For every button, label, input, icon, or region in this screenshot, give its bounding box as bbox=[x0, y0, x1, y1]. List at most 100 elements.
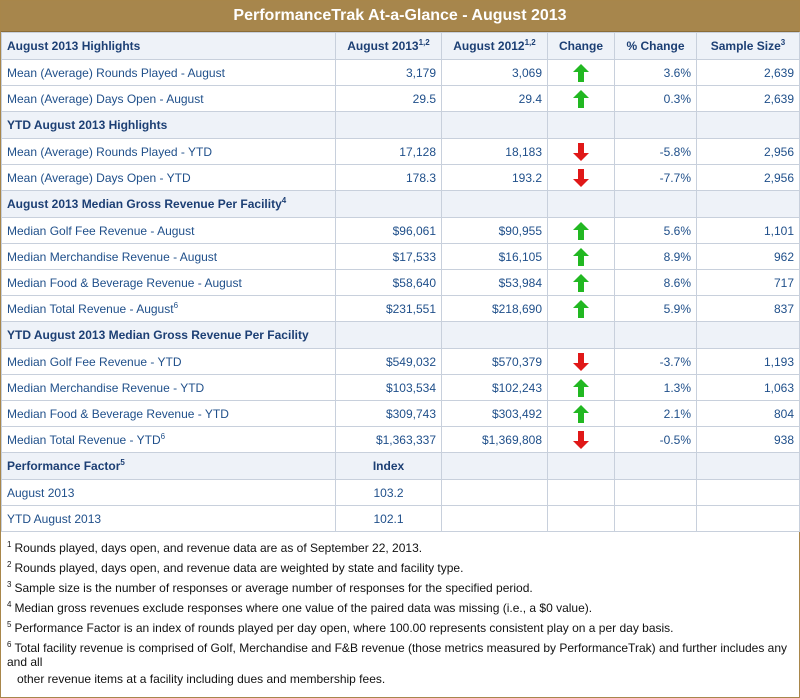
footnote: 6 Total facility revenue is comprised of … bbox=[7, 638, 799, 669]
value-aug2013: $96,061 bbox=[335, 217, 442, 244]
col-header-index: Index bbox=[335, 452, 442, 480]
footnote-number: 1 bbox=[7, 540, 12, 549]
arrow-up-icon bbox=[573, 63, 589, 82]
metric-label: Mean (Average) Rounds Played - August bbox=[1, 59, 336, 86]
value-aug2013: $309,743 bbox=[335, 400, 442, 427]
value-aug2012: $570,379 bbox=[441, 348, 548, 375]
empty-cell bbox=[614, 111, 697, 139]
value-aug2012: $53,984 bbox=[441, 269, 548, 296]
metric-label: August 2013 bbox=[1, 479, 336, 506]
table-row: Mean (Average) Days Open - YTD 178.3 193.2… bbox=[1, 164, 800, 191]
value-aug2013: $549,032 bbox=[335, 348, 442, 375]
empty-cell bbox=[696, 321, 800, 349]
section-header-row: YTD August 2013 Median Gross Revenue Per… bbox=[1, 321, 800, 349]
footnote: 3 Sample size is the number of responses … bbox=[7, 578, 799, 595]
footnote: 1 Rounds played, days open, and revenue d… bbox=[7, 538, 799, 555]
sample-size: 2,956 bbox=[696, 138, 800, 165]
col-header-aug2012: August 20121,2 bbox=[441, 32, 548, 60]
sample-size: 717 bbox=[696, 269, 800, 296]
section-title: Performance Factor5 bbox=[1, 452, 336, 480]
metric-label: Mean (Average) Days Open - YTD bbox=[1, 164, 336, 191]
change-indicator bbox=[547, 400, 615, 427]
empty-cell bbox=[614, 190, 697, 218]
footnote-text: Rounds played, days open, and revenue da… bbox=[14, 541, 423, 555]
index-value: 102.1 bbox=[335, 505, 442, 532]
footnote-continuation: other revenue items at a facility includ… bbox=[17, 672, 386, 686]
arrow-up-icon bbox=[573, 89, 589, 108]
table-row: Median Total Revenue - YTD6 $1,363,337 $1,… bbox=[1, 426, 800, 453]
table-row: Median Golf Fee Revenue - August $96,061 $… bbox=[1, 217, 800, 244]
value-aug2012: 29.4 bbox=[441, 85, 548, 112]
empty-cell bbox=[696, 111, 800, 139]
empty-cell bbox=[614, 452, 697, 480]
value-aug2012: $102,243 bbox=[441, 374, 548, 401]
change-indicator bbox=[547, 374, 615, 401]
footnote-text: Sample size is the number of responses o… bbox=[14, 581, 533, 595]
section-header-row: August 2013 Highlights August 20131,2 Augu… bbox=[1, 32, 800, 60]
change-indicator bbox=[547, 243, 615, 270]
empty-cell bbox=[696, 452, 800, 480]
change-indicator bbox=[547, 85, 615, 112]
pct-change: 5.9% bbox=[614, 295, 697, 322]
table-row: Mean (Average) Rounds Played - YTD 17,128… bbox=[1, 138, 800, 165]
change-indicator bbox=[547, 164, 615, 191]
pct-change: 2.1% bbox=[614, 400, 697, 427]
empty-cell bbox=[614, 479, 697, 506]
metric-label: Median Golf Fee Revenue - YTD bbox=[1, 348, 336, 375]
footnote-number: 6 bbox=[7, 640, 12, 649]
footnote-number: 4 bbox=[7, 600, 12, 609]
arrow-down-icon bbox=[573, 352, 589, 371]
empty-cell bbox=[547, 190, 615, 218]
footnote-number: 3 bbox=[7, 580, 12, 589]
metric-label: Mean (Average) Rounds Played - YTD bbox=[1, 138, 336, 165]
pct-change: -3.7% bbox=[614, 348, 697, 375]
arrow-up-icon bbox=[573, 221, 589, 240]
empty-cell bbox=[441, 505, 548, 532]
col-header-sample-size: Sample Size3 bbox=[696, 32, 800, 60]
pct-change: -0.5% bbox=[614, 426, 697, 453]
metric-label: YTD August 2013 bbox=[1, 505, 336, 532]
sample-size: 938 bbox=[696, 426, 800, 453]
table-row: Mean (Average) Days Open - August 29.5 29.… bbox=[1, 85, 800, 112]
pct-change: -7.7% bbox=[614, 164, 697, 191]
section-header-row: YTD August 2013 Highlights bbox=[1, 111, 800, 139]
value-aug2013: $17,533 bbox=[335, 243, 442, 270]
change-indicator bbox=[547, 426, 615, 453]
empty-cell bbox=[696, 190, 800, 218]
change-indicator bbox=[547, 59, 615, 86]
table-row: Median Merchandise Revenue - YTD $103,534… bbox=[1, 374, 800, 401]
col-header-aug2013: August 20131,2 bbox=[335, 32, 442, 60]
change-indicator bbox=[547, 269, 615, 296]
footnote-text: Performance Factor is an index of rounds… bbox=[14, 621, 674, 635]
arrow-up-icon bbox=[573, 273, 589, 292]
metric-label: Mean (Average) Days Open - August bbox=[1, 85, 336, 112]
arrow-down-icon bbox=[573, 142, 589, 161]
value-aug2012: $90,955 bbox=[441, 217, 548, 244]
value-aug2013: $58,640 bbox=[335, 269, 442, 296]
value-aug2012: 193.2 bbox=[441, 164, 548, 191]
empty-cell bbox=[547, 321, 615, 349]
arrow-up-icon bbox=[573, 247, 589, 266]
empty-cell bbox=[547, 479, 615, 506]
report-title: PerformanceTrak At-a-Glance - August 201… bbox=[1, 1, 799, 32]
metric-label: Median Total Revenue - YTD6 bbox=[1, 426, 336, 453]
value-aug2013: $1,363,337 bbox=[335, 426, 442, 453]
value-aug2013: 178.3 bbox=[335, 164, 442, 191]
sample-size: 2,639 bbox=[696, 85, 800, 112]
empty-cell bbox=[614, 321, 697, 349]
index-value: 103.2 bbox=[335, 479, 442, 506]
empty-cell bbox=[696, 479, 800, 506]
footnote-text: Median gross revenues exclude responses … bbox=[14, 601, 593, 615]
value-aug2013: 3,179 bbox=[335, 59, 442, 86]
arrow-down-icon bbox=[573, 168, 589, 187]
table-row: YTD August 2013 102.1 bbox=[1, 505, 800, 532]
sample-size: 804 bbox=[696, 400, 800, 427]
sample-size: 837 bbox=[696, 295, 800, 322]
value-aug2013: 29.5 bbox=[335, 85, 442, 112]
arrow-down-icon bbox=[573, 430, 589, 449]
empty-cell bbox=[441, 111, 548, 139]
empty-cell bbox=[441, 321, 548, 349]
sample-size: 962 bbox=[696, 243, 800, 270]
value-aug2012: $1,369,808 bbox=[441, 426, 548, 453]
